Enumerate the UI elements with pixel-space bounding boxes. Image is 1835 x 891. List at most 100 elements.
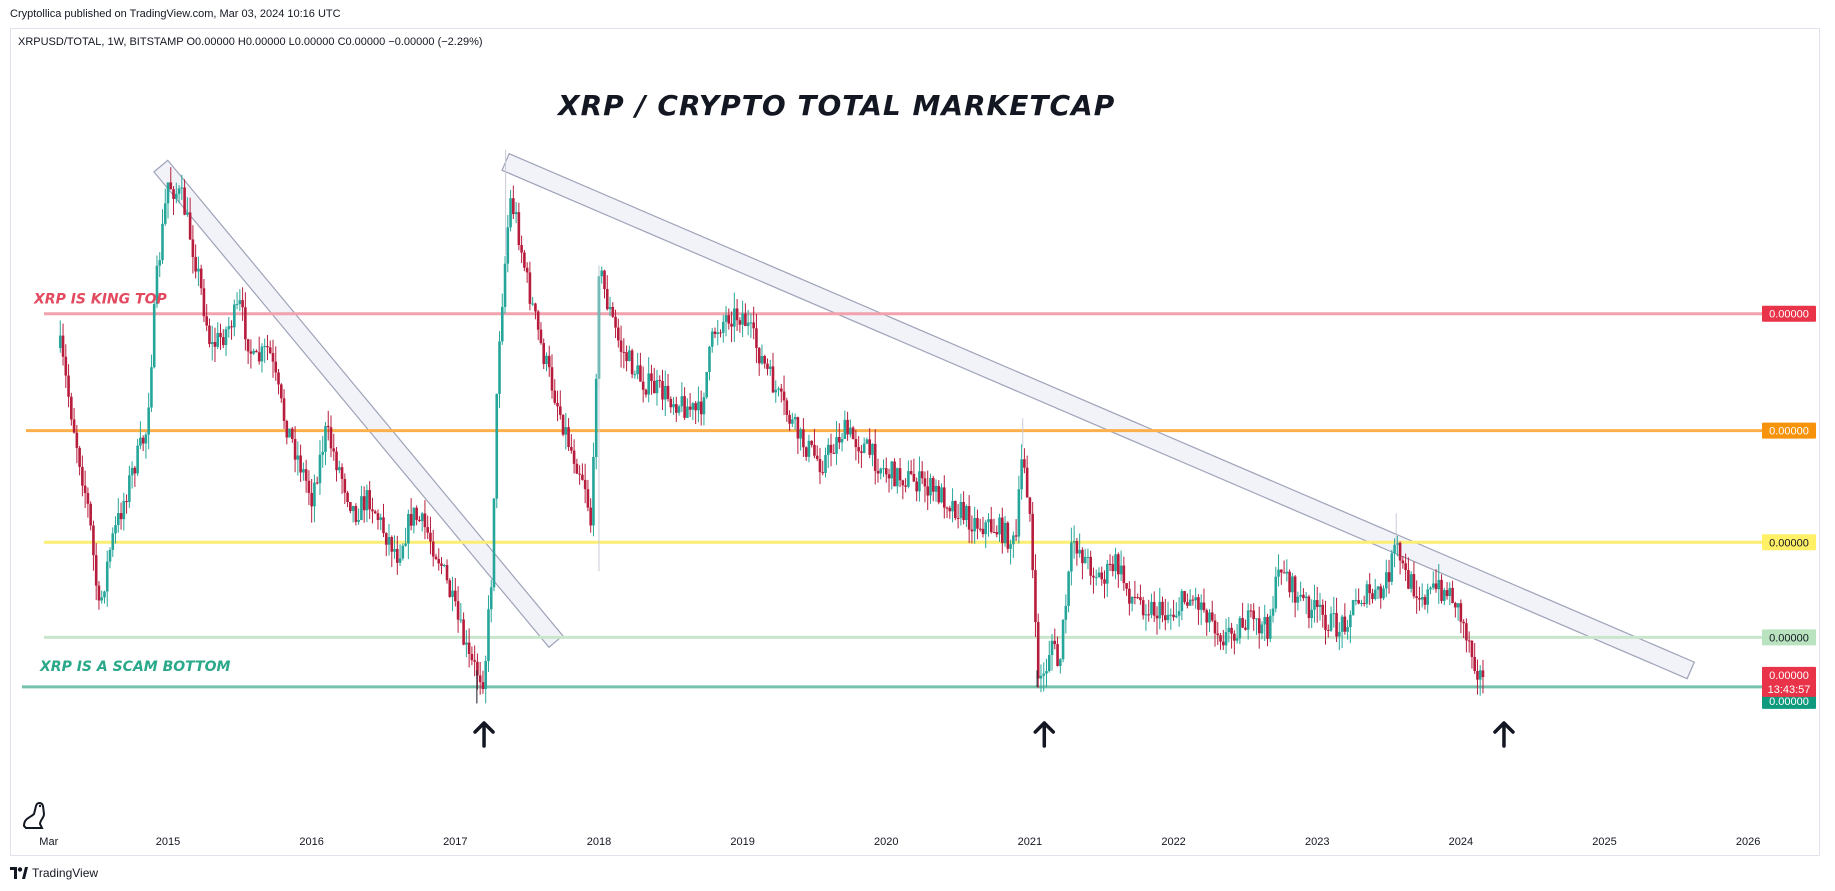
candle-body <box>1440 579 1443 601</box>
candle-body <box>672 404 675 408</box>
candle-body <box>105 561 109 592</box>
candle-body <box>973 518 976 532</box>
candle-body <box>1227 627 1231 633</box>
candle-body <box>1473 657 1476 671</box>
candle-body <box>324 425 327 452</box>
candle-body <box>661 381 664 400</box>
candle-body <box>779 388 783 392</box>
candle-body <box>255 350 258 353</box>
candle-body <box>570 447 573 451</box>
time-axis: Mar 2015 2016 2017 2018 2019 2020 2021 2022 2023 2… <box>39 836 1760 848</box>
candle-body <box>390 537 394 552</box>
candle-body <box>136 445 139 474</box>
candle-body <box>1078 549 1081 554</box>
footer-brand-label: TradingView <box>32 866 99 880</box>
candle-body <box>1199 602 1203 610</box>
candle-body <box>1465 623 1468 641</box>
candle-body <box>166 182 170 204</box>
yellow-line-badge-label: 0.00000 <box>1769 537 1809 549</box>
candle-body <box>454 590 457 602</box>
footer-brand[interactable]: TradingView <box>10 866 98 880</box>
candle-body <box>506 227 510 264</box>
candle-body <box>1357 600 1360 604</box>
candle-body <box>116 513 120 526</box>
candle-body <box>923 478 927 487</box>
candle-body <box>337 467 341 471</box>
candle-body <box>210 342 214 345</box>
candle-body <box>708 346 711 372</box>
candle-body <box>130 467 134 476</box>
candle-body <box>1152 601 1156 616</box>
candle-body <box>1296 596 1300 603</box>
candle-body <box>719 332 722 334</box>
candle-body <box>749 322 753 324</box>
candle-body <box>1208 612 1211 623</box>
candle-body <box>274 361 278 373</box>
candle-body <box>1147 614 1151 616</box>
candle-body <box>1194 597 1197 601</box>
candle-body <box>686 406 689 418</box>
candle-body <box>279 384 283 399</box>
candle-body <box>235 304 239 306</box>
candle-body <box>216 332 220 347</box>
candle-body <box>1072 541 1076 543</box>
candle-body <box>907 471 910 487</box>
candle-body <box>1271 608 1275 616</box>
candle-body <box>186 212 189 215</box>
candle-body <box>951 501 954 512</box>
candle-body <box>1313 600 1316 610</box>
candle-body <box>1003 522 1007 544</box>
candle-body <box>1210 612 1214 621</box>
candle-body <box>125 501 128 503</box>
candle-body <box>451 590 454 597</box>
candle-body <box>426 527 429 533</box>
candle-body <box>1346 627 1349 632</box>
candle-body <box>882 468 885 470</box>
price-badges: 0.00000 0.00000 0.00000 0.00000 0.00000 0.000… <box>1762 305 1816 709</box>
king-top-line-badge <box>1762 305 1816 322</box>
candle-body <box>1255 618 1258 620</box>
candle-body <box>1177 611 1181 616</box>
candle-body <box>144 434 148 444</box>
candle-body <box>498 341 501 394</box>
candle-body <box>1249 610 1253 612</box>
candle-body <box>1244 627 1247 630</box>
candle-body <box>705 371 709 398</box>
candle-body <box>945 507 949 509</box>
candle-body <box>304 469 308 481</box>
x-tick-label: 2022 <box>1161 836 1185 848</box>
candle-body <box>528 272 532 304</box>
candle-body <box>1285 571 1289 574</box>
candle-body <box>887 474 891 479</box>
candle-body <box>1324 614 1327 630</box>
candle-body <box>1000 517 1004 544</box>
candle-body <box>1481 670 1485 678</box>
candle-body <box>318 454 322 484</box>
candle-body <box>766 363 769 369</box>
candle-body <box>1238 618 1242 639</box>
candle-body <box>172 189 175 199</box>
candle-body <box>669 398 673 408</box>
candle-body <box>418 519 421 522</box>
x-tick-label: 2020 <box>874 836 898 848</box>
candle-body <box>1263 616 1267 625</box>
candle-body <box>291 428 294 440</box>
candle-body <box>177 188 181 194</box>
candle-body <box>362 496 366 511</box>
candle-body <box>815 455 819 460</box>
x-tick-label: 2015 <box>156 836 180 848</box>
candle-body <box>1117 554 1120 575</box>
candle-body <box>545 355 548 365</box>
candle-body <box>1371 593 1374 600</box>
candle-body <box>349 502 352 512</box>
candle-body <box>1407 570 1410 589</box>
candle-body <box>1111 564 1115 572</box>
candle-body <box>296 455 300 460</box>
candle-body <box>873 443 877 471</box>
candle-body <box>1442 590 1446 601</box>
candle-body <box>108 549 112 562</box>
candle-body <box>589 507 592 526</box>
candle-body <box>1064 605 1068 620</box>
candle-body <box>942 487 946 508</box>
